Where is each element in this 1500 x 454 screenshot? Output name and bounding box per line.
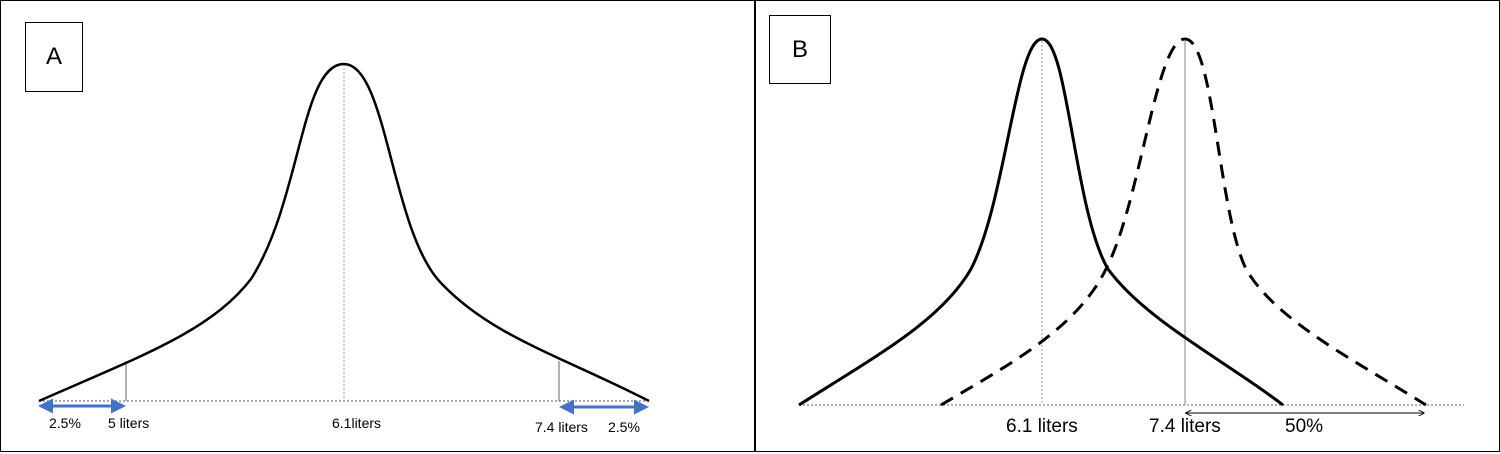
panel-a: A 2.5% 5 liters 6.1liters 7.4 liters 2.5…: [0, 0, 755, 452]
lower-limit-label: 5 liters: [108, 415, 149, 431]
distribution-curve: [38, 62, 650, 403]
left-tail-label: 2.5%: [49, 415, 81, 431]
dashed-peak-label: 7.4 liters: [1149, 416, 1221, 437]
panel-b-tag: B: [769, 15, 831, 84]
percent-label: 50%: [1285, 416, 1323, 437]
panel-a-diagram: 2.5% 5 liters 6.1liters 7.4 liters 2.5%: [38, 62, 650, 435]
right-tail-label: 2.5%: [608, 419, 640, 435]
dashed-curve: [940, 37, 1427, 407]
panel-b-diagram: 6.1 liters 7.4 liters 50%: [798, 37, 1464, 437]
panel-a-tag: A: [25, 22, 83, 92]
center-label: 6.1liters: [332, 415, 381, 431]
solid-peak-label: 6.1 liters: [1006, 416, 1078, 437]
upper-limit-label: 7.4 liters: [535, 419, 588, 435]
panel-b: B 6.1 liters 7.4 liters 50%: [755, 0, 1500, 452]
solid-curve: [798, 37, 1284, 407]
